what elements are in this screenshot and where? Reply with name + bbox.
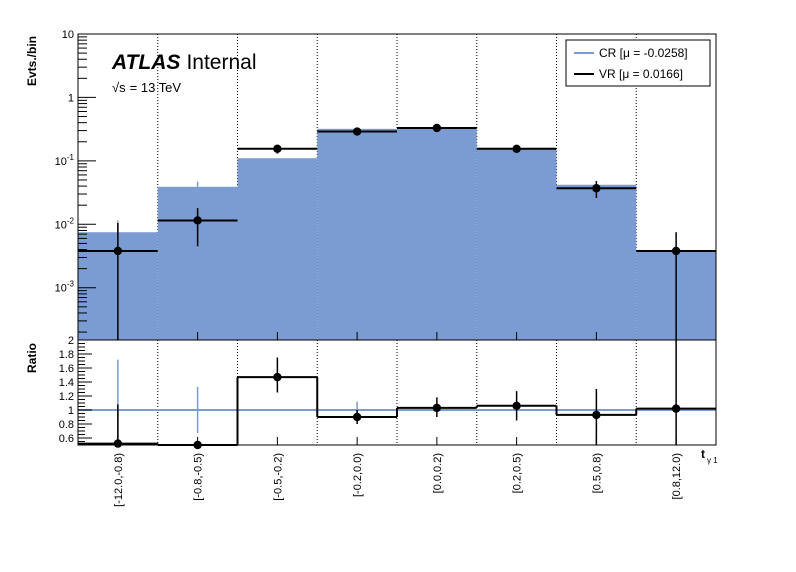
ratio-y-tick-label: 1.8 bbox=[59, 349, 74, 361]
legend-box bbox=[565, 39, 711, 87]
ratio-y-tick-label: 1 bbox=[68, 405, 74, 417]
cr-bar bbox=[476, 147, 557, 340]
x-tick-label: [-12.0,-0.8) bbox=[113, 453, 125, 507]
main-y-tick-label: 10-1 bbox=[55, 153, 75, 168]
vr-point bbox=[352, 127, 362, 136]
atlas-label: ATLAS Internal bbox=[111, 51, 256, 74]
ratio-vr-point bbox=[512, 401, 521, 410]
cr-bar bbox=[397, 128, 477, 340]
x-tick-label: [-0.5,-0.2) bbox=[272, 453, 284, 501]
ratio-vr-point bbox=[671, 404, 681, 413]
cr-bar bbox=[317, 128, 397, 340]
vr-point bbox=[512, 144, 521, 153]
cr-histogram bbox=[78, 128, 716, 340]
ratio-y-axis: 0.6 0.8 1 1.2 1.4 1.6 1.8 2 bbox=[59, 335, 92, 446]
ratio-vr-point bbox=[592, 410, 601, 420]
vr-point bbox=[273, 144, 282, 153]
x-axis: [-12.0,-0.8) [-0.8,-0.5) [-0.5,-0.2) [-0.2,… bbox=[113, 332, 683, 507]
cr-bar bbox=[237, 158, 318, 340]
ratio-y-tick-label: 0.8 bbox=[59, 419, 74, 431]
energy-label: √s = 13 TeV bbox=[112, 80, 181, 95]
vr-point bbox=[592, 184, 601, 193]
ratio-y-tick-label: 1.6 bbox=[59, 363, 74, 375]
x-tick-label: [0.2,0.5) bbox=[512, 453, 524, 493]
ratio-y-tick-label: 1.2 bbox=[59, 391, 74, 403]
vr-point bbox=[193, 216, 202, 225]
x-tick-label: [0.5,0.8) bbox=[591, 453, 603, 493]
ratio-y-tick-label: 1.4 bbox=[59, 377, 74, 389]
ratio-series bbox=[78, 340, 716, 450]
main-y-label: Evts./bin bbox=[25, 36, 39, 86]
ratio-y-tick-label: 0.6 bbox=[59, 433, 74, 445]
ratio-vr-point bbox=[432, 403, 442, 413]
x-tick-label: [0.8,12.0) bbox=[671, 453, 683, 499]
main-y-axis: 10-3 10-2 10-1 1 10 bbox=[55, 29, 96, 333]
ratio-vr-point bbox=[352, 412, 362, 422]
vr-point bbox=[113, 246, 123, 256]
cr-bar bbox=[556, 184, 637, 340]
x-tick-label: [0.0,0.2) bbox=[432, 453, 444, 493]
main-y-tick-label: 10-2 bbox=[55, 216, 75, 231]
vr-point bbox=[671, 246, 681, 256]
legend: CR [μ = -0.0258] VR [μ = 0.0166] bbox=[565, 39, 711, 87]
legend-vr-label: VR [μ = 0.0166] bbox=[599, 67, 683, 81]
legend-cr-label: CR [μ = -0.0258] bbox=[599, 46, 688, 60]
x-tick-label: [-0.8,-0.5) bbox=[193, 453, 205, 501]
vr-series bbox=[78, 123, 716, 340]
ratio-y-label: Ratio bbox=[25, 343, 39, 373]
main-y-tick-label: 10-3 bbox=[55, 280, 75, 295]
ratio-vr-point bbox=[273, 372, 282, 382]
ratio-y-tick-label: 2 bbox=[68, 335, 74, 347]
vr-point bbox=[432, 123, 442, 133]
x-tick-label: [-0.2,0.0) bbox=[352, 453, 364, 497]
ratio-grid bbox=[157, 340, 637, 445]
main-y-tick-label: 10 bbox=[62, 29, 74, 41]
main-y-tick-label: 1 bbox=[68, 92, 74, 104]
